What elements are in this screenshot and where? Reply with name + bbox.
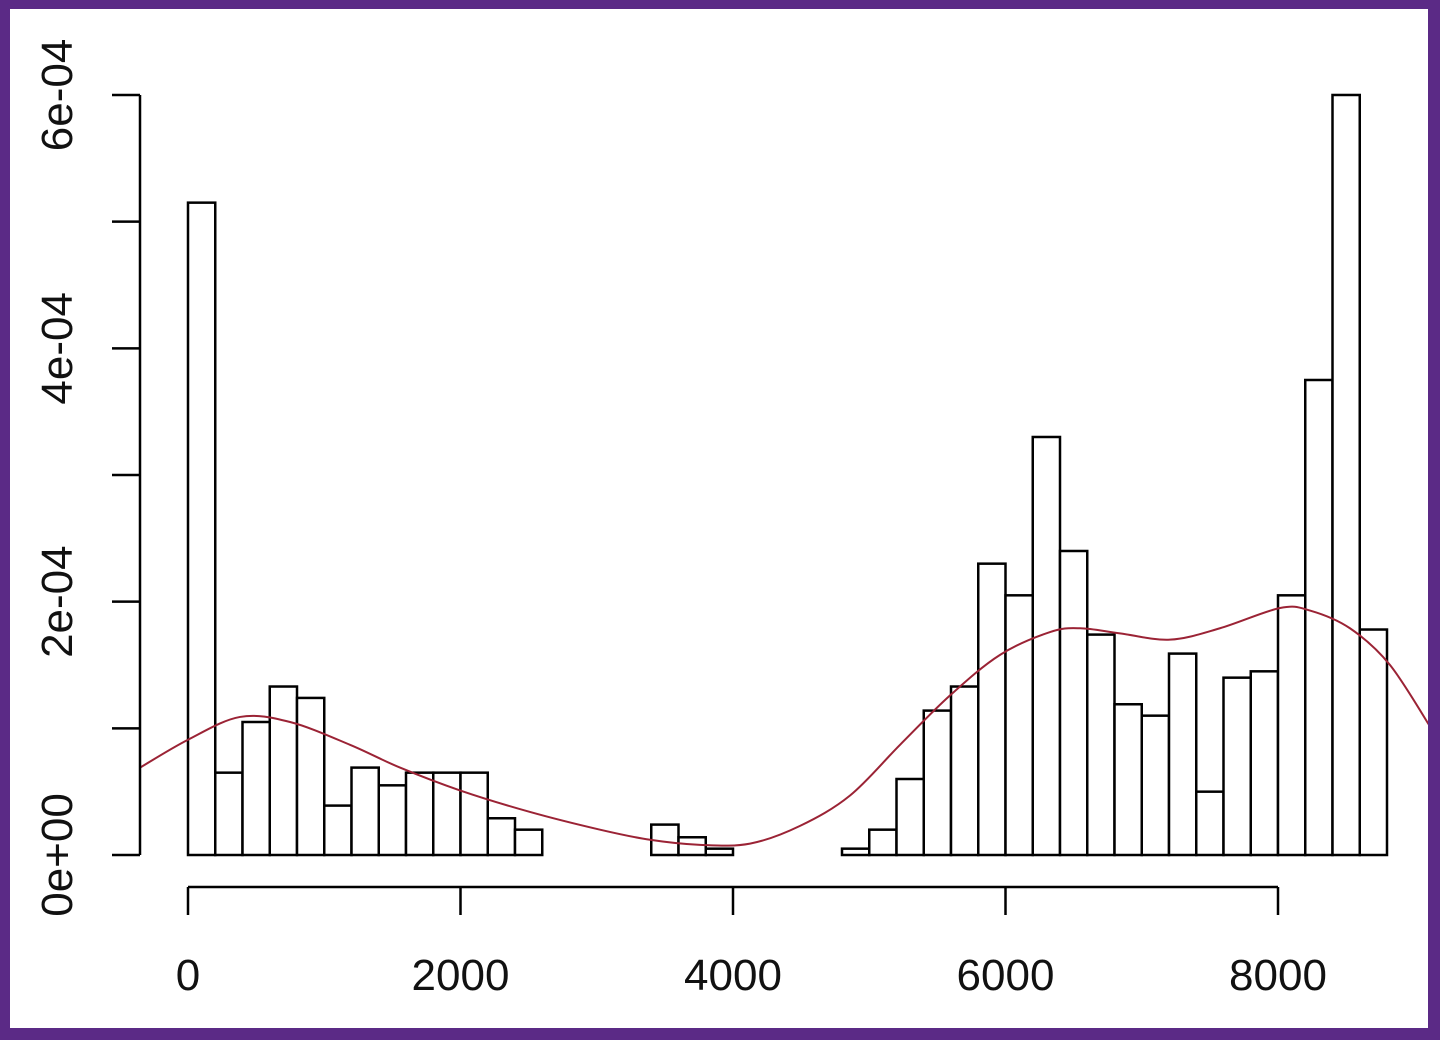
histogram-bar bbox=[1249, 670, 1280, 857]
y-axis: 0e+00 2e-04 4e-04 6e-04 bbox=[33, 39, 142, 917]
histogram-bars bbox=[186, 93, 1389, 857]
histogram-bar bbox=[1276, 594, 1307, 857]
histogram-bar bbox=[1113, 703, 1143, 857]
histogram-bar bbox=[1167, 652, 1198, 857]
histogram-bar bbox=[1086, 633, 1116, 857]
histogram-bar bbox=[704, 847, 735, 857]
y-tick-label: 4e-04 bbox=[33, 292, 82, 405]
histogram-bar bbox=[214, 771, 244, 857]
histogram-bar bbox=[350, 766, 380, 857]
histogram-bar bbox=[895, 777, 925, 857]
histogram-bar bbox=[977, 562, 1007, 857]
y-tick-label: 6e-04 bbox=[33, 39, 82, 152]
histogram-bar bbox=[268, 685, 299, 857]
y-tick-label: 0e+00 bbox=[33, 793, 82, 917]
histogram-bar bbox=[377, 784, 408, 857]
histogram-bar bbox=[404, 771, 435, 857]
histogram-bar bbox=[459, 771, 489, 857]
histogram-bar bbox=[1195, 790, 1225, 857]
histogram-bar bbox=[1058, 549, 1089, 857]
x-tick-label: 4000 bbox=[684, 951, 782, 1000]
histogram-bar bbox=[677, 836, 707, 857]
histogram-bar bbox=[840, 847, 871, 857]
x-tick-label: 8000 bbox=[1229, 951, 1327, 1000]
histogram-bar bbox=[922, 709, 953, 857]
histogram-bar bbox=[241, 720, 271, 857]
histogram-bar bbox=[1004, 594, 1034, 857]
x-axis: 0 2000 4000 6000 8000 bbox=[176, 885, 1327, 1000]
histogram-bar bbox=[1140, 714, 1171, 857]
x-tick-label: 0 bbox=[176, 951, 200, 1000]
histogram-bar bbox=[323, 804, 353, 857]
histogram-bar bbox=[295, 696, 326, 857]
density-curve bbox=[139, 605, 1428, 847]
y-tick-label: 2e-04 bbox=[33, 545, 82, 658]
histogram-bar bbox=[1222, 676, 1252, 857]
histogram-bar bbox=[486, 817, 517, 857]
histogram-bar bbox=[513, 828, 544, 857]
histogram-plot: 0e+00 2e-04 4e-04 6e-04 0 2000 4000 6000 8000 bbox=[33, 39, 1428, 1000]
histogram-bar bbox=[1031, 435, 1062, 857]
x-tick-label: 2000 bbox=[412, 951, 510, 1000]
histogram-bar bbox=[186, 201, 217, 857]
histogram-bar bbox=[949, 685, 980, 857]
histogram-bar bbox=[1331, 93, 1361, 857]
chart-frame: 0e+00 2e-04 4e-04 6e-04 0 2000 4000 6000 8000 bbox=[10, 9, 1428, 1028]
x-tick-label: 6000 bbox=[957, 951, 1055, 1000]
histogram-bar bbox=[1358, 628, 1389, 857]
histogram-bar bbox=[868, 828, 898, 857]
